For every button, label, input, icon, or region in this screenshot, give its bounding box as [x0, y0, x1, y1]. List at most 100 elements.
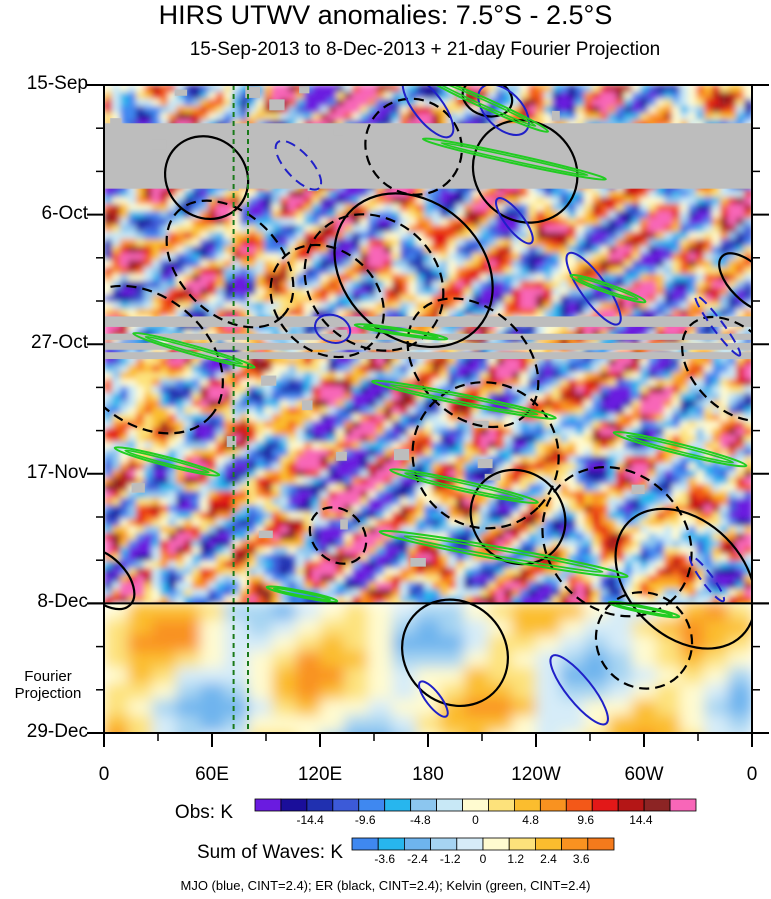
obs-cell [472, 309, 481, 317]
obs-cell [576, 421, 585, 429]
obs-cell [168, 386, 177, 394]
projection-cell [608, 667, 633, 685]
obs-cell [744, 449, 752, 457]
obs-cell [392, 246, 401, 254]
obs-cell [320, 232, 329, 240]
projection-cell [128, 683, 153, 701]
obs-cell [120, 232, 129, 240]
obs-cell [320, 260, 329, 268]
obs-cell [288, 113, 297, 121]
obs-cell [416, 386, 425, 394]
obs-cell [176, 400, 185, 408]
obs-cell [152, 295, 161, 303]
obs-cell [200, 253, 209, 261]
obs-cell [272, 456, 281, 464]
obs-cell [104, 442, 113, 450]
obs-cell [560, 435, 569, 443]
obs-cell [288, 99, 297, 107]
obs-cell [432, 113, 441, 121]
obs-cell [224, 386, 233, 394]
obs-cell [392, 113, 401, 121]
obs-cell [528, 190, 537, 198]
obs-cell [696, 239, 705, 247]
obs-cell [424, 302, 433, 310]
projection-cell [680, 683, 705, 701]
obs-cell [272, 281, 281, 289]
obs-cell [232, 407, 241, 415]
obs-cell [328, 442, 337, 450]
obs-cell [104, 211, 113, 219]
obs-cell [360, 225, 369, 233]
obs-cell [328, 295, 337, 303]
obs-cell [464, 281, 473, 289]
obs-cell [368, 442, 377, 450]
obs-cell [440, 470, 449, 478]
obs-cell [240, 414, 249, 422]
obs-cell [504, 379, 513, 387]
obs-cell [496, 204, 505, 212]
obs-cell [480, 358, 489, 366]
obs-cell [256, 379, 265, 387]
obs-cell [568, 99, 577, 107]
obs-cell [120, 323, 129, 331]
obs-cell [416, 99, 425, 107]
obs-cell [248, 365, 257, 373]
obs-cell [200, 267, 209, 275]
obs-cell [176, 99, 185, 107]
projection-cell [704, 683, 729, 701]
obs-cell [288, 309, 297, 317]
obs-cell [304, 190, 313, 198]
obs-cell [168, 302, 177, 310]
obs-cell [152, 246, 161, 254]
obs-cell [216, 400, 225, 408]
obs-cell [552, 197, 561, 205]
obs-cell [416, 239, 425, 247]
obs-cell [408, 253, 417, 261]
obs-cell [208, 484, 217, 492]
projection-cell [152, 667, 177, 685]
obs-cell [464, 337, 473, 345]
obs-cell [240, 365, 249, 373]
obs-cell [392, 414, 401, 422]
obs-cell [176, 386, 185, 394]
obs-cell [184, 484, 193, 492]
obs-cell [656, 407, 665, 415]
obs-cell [296, 281, 305, 289]
obs-cell [560, 232, 569, 240]
obs-cell [224, 281, 233, 289]
obs-cell [128, 211, 137, 219]
obs-cell [608, 337, 617, 345]
obs-cell [496, 113, 505, 121]
obs-cell [624, 470, 633, 478]
obs-cell [584, 421, 593, 429]
obs-cell [216, 239, 225, 247]
obs-cell [640, 379, 649, 387]
obs-cell [424, 253, 433, 261]
obs-cell [240, 302, 249, 310]
obs-cell [336, 197, 345, 205]
obs-cell [736, 197, 745, 205]
obs-cell [416, 113, 425, 121]
obs-cell [424, 323, 433, 331]
obs-cell [432, 253, 441, 261]
obs-cell [176, 281, 185, 289]
obs-cell [488, 218, 497, 226]
obs-cell [216, 267, 225, 275]
obs-cell [504, 435, 513, 443]
obs-cell [592, 274, 601, 282]
obs-cell [536, 260, 545, 268]
obs-cell [368, 400, 377, 408]
obs-cell [360, 232, 369, 240]
obs-cell [344, 218, 353, 226]
obs-cell [496, 260, 505, 268]
obs-cell [376, 246, 385, 254]
obs-cell [264, 484, 273, 492]
obs-cell [560, 197, 569, 205]
obs-cell [584, 218, 593, 226]
obs-cell [360, 470, 369, 478]
obs-cell [448, 85, 457, 93]
obs-cell [560, 379, 569, 387]
obs-cell [184, 393, 193, 401]
obs-cell [168, 113, 177, 121]
obs-cell [584, 435, 593, 443]
